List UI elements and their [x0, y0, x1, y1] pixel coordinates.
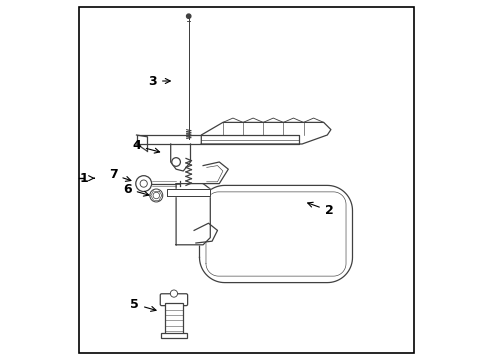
Circle shape [171, 158, 180, 166]
Polygon shape [201, 122, 330, 144]
Text: 2: 2 [307, 202, 333, 217]
Polygon shape [203, 162, 228, 184]
Polygon shape [176, 184, 210, 245]
Polygon shape [167, 189, 210, 196]
Polygon shape [194, 223, 217, 243]
Text: 3: 3 [148, 75, 170, 87]
Bar [165, 303, 182, 335]
Text: 4: 4 [132, 139, 159, 153]
Circle shape [140, 180, 147, 187]
Text: 7: 7 [108, 168, 131, 181]
Circle shape [186, 14, 190, 18]
Text: 6: 6 [123, 183, 148, 196]
Text: 1: 1 [80, 172, 94, 185]
Polygon shape [170, 144, 190, 171]
Circle shape [170, 290, 177, 297]
Text: 5: 5 [130, 298, 156, 311]
Polygon shape [199, 185, 352, 283]
FancyBboxPatch shape [160, 294, 187, 306]
Circle shape [136, 176, 151, 192]
Bar [161, 333, 186, 338]
Polygon shape [136, 135, 298, 144]
Circle shape [153, 192, 159, 199]
Circle shape [149, 189, 163, 202]
